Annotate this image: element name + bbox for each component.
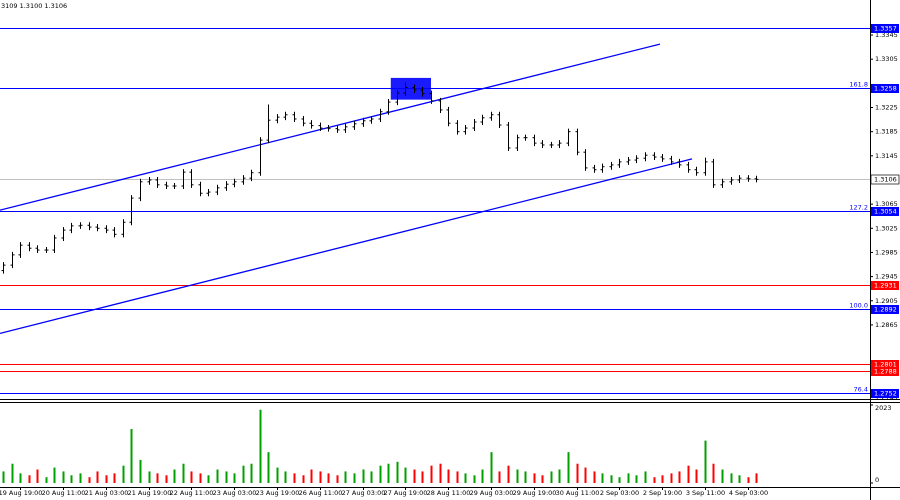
level-label-box (871, 84, 899, 93)
x-tick-label: 29 Aug 03:00 (470, 489, 514, 497)
y-tick-label: 1.3305 (875, 55, 898, 63)
y-tick-label: 1.3145 (875, 152, 898, 160)
volume-tick-label: 2023 (875, 404, 892, 412)
y-tick-label: 1.3025 (875, 224, 898, 232)
x-tick-label: 26 Aug 11:00 (299, 489, 343, 497)
x-tick-label: 4 Sep 03:00 (729, 489, 768, 497)
level-label: 1.2801 (874, 361, 897, 369)
level-label-box (871, 24, 899, 33)
y-tick-label: 1.2905 (875, 297, 898, 305)
level-label: 1.2788 (874, 368, 897, 376)
y-tick-label: 1.3065 (875, 200, 898, 208)
volume-tick-label: 0 (875, 476, 879, 484)
level-label: 1.2892 (874, 306, 897, 314)
last-price-box (870, 174, 900, 185)
x-tick-label: 28 Aug 11:00 (427, 489, 471, 497)
x-tick-label: 23 Aug 19:00 (256, 489, 300, 497)
level-label: 1.2752 (874, 390, 897, 398)
y-tick-label: 1.2985 (875, 248, 898, 256)
level-label: 1.3357 (874, 25, 897, 33)
x-tick-label: 2 Sep 19:00 (643, 489, 682, 497)
level-label-box (871, 281, 899, 290)
x-tick-label: 3 Sep 11:00 (686, 489, 725, 497)
y-tick-label: 1.3185 (875, 128, 898, 136)
x-tick-label: 27 Aug 19:00 (384, 489, 428, 497)
level-label: 1.3054 (874, 208, 897, 216)
x-tick-label: 23 Aug 03:00 (213, 489, 257, 497)
fib-label: 127.2 (849, 204, 868, 212)
y-tick-label: 1.3345 (875, 31, 898, 39)
x-tick-label: 22 Aug 11:00 (170, 489, 214, 497)
trend-line (0, 158, 693, 335)
x-tick-label: 29 Aug 19:00 (513, 489, 557, 497)
y-tick-label: 1.2865 (875, 321, 898, 329)
fib-label: 100.0 (849, 302, 868, 310)
level-label-box (871, 389, 899, 398)
header: 3109 1.3100 1.3106 (1, 2, 67, 10)
y-tick-label: 1.3225 (875, 104, 898, 112)
level-label: 1.2931 (874, 282, 897, 290)
level-label-box (871, 360, 899, 369)
y-tick-label: 1.2945 (875, 273, 898, 281)
level-label-box (871, 207, 899, 216)
x-tick-label: 27 Aug 03:00 (342, 489, 386, 497)
level-label: 1.3258 (874, 85, 897, 93)
x-tick-label: 21 Aug 19:00 (128, 489, 172, 497)
x-tick-label: 19 Aug 19:00 (0, 489, 42, 497)
trend-line (0, 43, 661, 211)
x-tick-label: 20 Aug 11:00 (42, 489, 86, 497)
last-price-label: 1.3106 (874, 176, 897, 184)
fib-label: 76.4 (854, 386, 868, 394)
x-tick-label: 2 Sep 03:00 (600, 489, 639, 497)
level-label-box (871, 367, 899, 376)
level-label-box (871, 305, 899, 314)
fib-label: 161.8 (849, 81, 868, 89)
x-tick-label: 30 Aug 11:00 (556, 489, 600, 497)
x-tick-label: 21 Aug 03:00 (85, 489, 129, 497)
